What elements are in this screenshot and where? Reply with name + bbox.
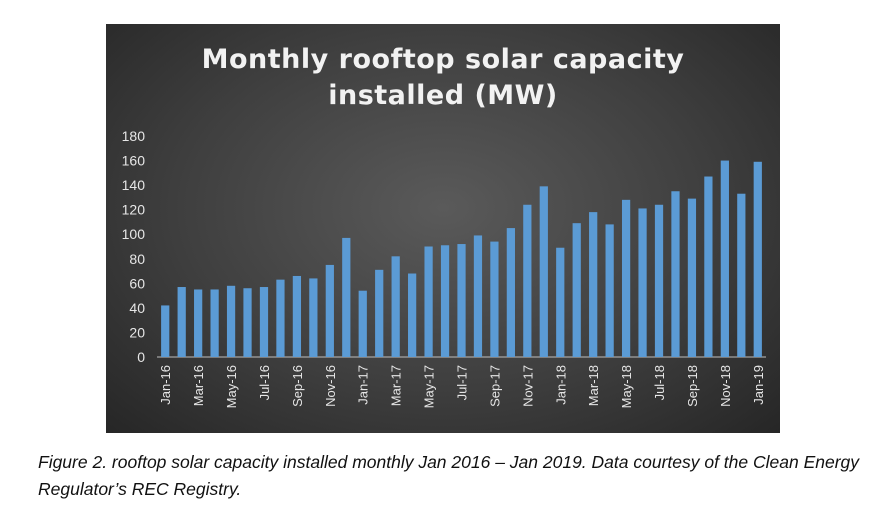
x-tick-label: Sep-17: [487, 365, 502, 407]
chart-panel: Monthly rooftop solar capacity installed…: [106, 24, 780, 433]
bar-jun-18: [638, 208, 647, 357]
bar-dec-16: [342, 237, 351, 357]
bar-jan-18: [556, 247, 565, 357]
bar-mar-18: [589, 212, 598, 357]
bar-nov-17: [523, 204, 532, 357]
bar-jun-16: [243, 288, 252, 357]
bar-nov-16: [325, 264, 334, 357]
x-tick-label: Jul-16: [257, 365, 272, 400]
x-tick-label: Jan-17: [356, 365, 371, 405]
bar-apr-18: [605, 224, 614, 357]
bar-sep-17: [490, 241, 499, 357]
y-tick-label: 100: [122, 226, 146, 242]
bar-apr-16: [210, 289, 219, 357]
bar-jun-17: [440, 245, 450, 357]
bar-dec-17: [539, 186, 548, 357]
y-tick-label: 40: [129, 300, 145, 316]
bar-jan-17: [358, 290, 367, 357]
bar-feb-18: [572, 223, 581, 357]
bar-oct-17: [506, 228, 515, 357]
bar-chart: 0 20 40 60 80 100 120 140 160 180 Jan-16 Mar-16 May-…: [122, 128, 766, 408]
bar-mar-17: [391, 256, 400, 357]
y-tick-label: 180: [122, 128, 146, 144]
bar-aug-16: [276, 279, 285, 357]
x-tick-label: May-16: [224, 365, 239, 408]
y-tick-label: 120: [122, 202, 146, 218]
x-tick-label: May-18: [619, 365, 634, 408]
x-tick-label: May-17: [422, 365, 437, 408]
bar-aug-17: [473, 235, 483, 357]
y-tick-label: 80: [129, 251, 145, 267]
x-tick-label: Mar-17: [389, 365, 404, 406]
bar-sep-16: [292, 275, 302, 357]
x-tick-label: Jan-18: [553, 365, 568, 405]
bar-oct-18: [704, 176, 713, 357]
bar-jul-16: [259, 287, 269, 357]
x-tick-label: Mar-18: [586, 365, 601, 406]
x-tick-label: Sep-16: [290, 365, 305, 407]
bar-aug-18: [671, 191, 680, 357]
x-tick-label: Nov-18: [718, 365, 733, 407]
x-tick-label: Nov-17: [520, 365, 535, 407]
x-tick-label: Jan-19: [751, 365, 766, 405]
chart-title: Monthly rooftop solar capacity installed…: [201, 44, 685, 111]
bar-dec-18: [737, 193, 746, 357]
bar-jan-19: [753, 161, 762, 357]
bar-oct-16: [309, 278, 318, 357]
bar-apr-17: [408, 273, 417, 357]
bar-may-16: [226, 285, 236, 357]
bar-may-17: [424, 246, 433, 357]
x-tick-label: Nov-16: [323, 365, 338, 407]
bar-feb-16: [177, 287, 186, 357]
bar-jul-17: [457, 244, 466, 357]
y-tick-label: 0: [137, 349, 145, 365]
bar-sep-18: [687, 198, 697, 357]
x-tick-label: Sep-18: [685, 365, 700, 407]
x-tick-label: Jul-17: [455, 365, 470, 400]
y-tick-label: 60: [129, 275, 145, 291]
bar-mar-16: [194, 289, 203, 357]
bar-may-18: [621, 199, 631, 357]
x-tick-label: Jul-18: [652, 365, 667, 400]
x-tick-label: Mar-16: [191, 365, 206, 406]
x-tick-label: Jan-16: [158, 365, 173, 405]
y-tick-label: 20: [129, 324, 145, 340]
bar-jul-18: [654, 204, 664, 357]
bar-nov-18: [720, 160, 729, 357]
y-tick-label: 140: [122, 177, 146, 193]
y-tick-label: 160: [122, 153, 146, 169]
bar-feb-17: [375, 269, 384, 357]
bar-jan-16: [161, 305, 170, 357]
figure-caption: Figure 2. rooftop solar capacity install…: [38, 452, 860, 499]
